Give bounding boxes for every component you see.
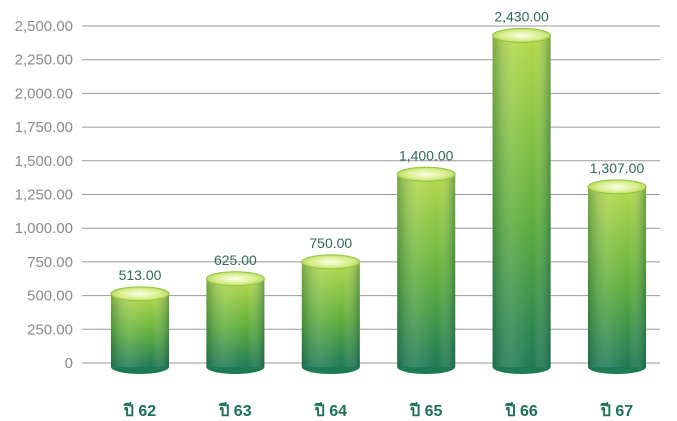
x-axis-category-labels: ปี 62 ปี 63 ปี 64 ปี 65 ปี 66 ปี 67 xyxy=(122,401,633,420)
bar-shading xyxy=(301,261,360,367)
bars xyxy=(110,27,647,374)
category-label: ปี 62 xyxy=(122,401,156,420)
y-tick-label: 2,250.00 xyxy=(15,52,73,69)
data-label: 1,307.00 xyxy=(590,160,645,176)
category-label: ปี 64 xyxy=(313,401,347,420)
y-tick-label: 2,500.00 xyxy=(15,18,73,35)
y-tick-label: 500.00 xyxy=(27,288,73,305)
data-label: 750.00 xyxy=(309,235,352,251)
category-label: ปี 63 xyxy=(218,401,252,420)
data-label: 2,430.00 xyxy=(494,8,549,24)
y-tick-label: 750.00 xyxy=(27,254,73,271)
bar xyxy=(301,254,361,374)
bar xyxy=(492,27,552,374)
y-tick-label: 250.00 xyxy=(27,321,73,338)
data-label: 1,400.00 xyxy=(399,147,454,163)
bar xyxy=(587,179,647,374)
bar-top xyxy=(396,166,456,182)
bar-shading xyxy=(492,35,551,367)
bar-shading xyxy=(111,293,169,367)
bar-shading xyxy=(588,186,646,367)
bar xyxy=(396,166,456,374)
bar-top xyxy=(301,254,361,270)
bar-top xyxy=(205,271,265,287)
bar xyxy=(205,271,265,374)
grid-lines xyxy=(82,25,660,364)
category-label: ปี 67 xyxy=(599,401,633,420)
data-label: 625.00 xyxy=(214,252,257,268)
bar xyxy=(110,286,170,374)
y-tick-label: 1,500.00 xyxy=(15,153,73,170)
category-label: ปี 66 xyxy=(504,401,538,420)
y-axis-tick-labels: 0 250.00 500.00 750.00 1,000.00 1,250.00 1,500… xyxy=(15,18,73,372)
bar-top xyxy=(492,27,552,43)
bar-top xyxy=(110,286,170,302)
bar-shading xyxy=(206,278,265,367)
bar-shading xyxy=(397,174,456,367)
y-tick-label: 2,000.00 xyxy=(15,85,73,102)
category-label: ปี 65 xyxy=(409,401,443,420)
y-tick-label: 1,000.00 xyxy=(15,220,73,237)
y-tick-label: 0 xyxy=(65,355,73,372)
bar-top xyxy=(587,179,647,195)
y-tick-label: 1,250.00 xyxy=(15,187,73,204)
y-tick-label: 1,750.00 xyxy=(15,119,73,136)
data-labels: 513.00 625.00 750.00 1,400.00 2,430.00 1,307.… xyxy=(119,8,645,282)
data-label: 513.00 xyxy=(119,267,162,283)
